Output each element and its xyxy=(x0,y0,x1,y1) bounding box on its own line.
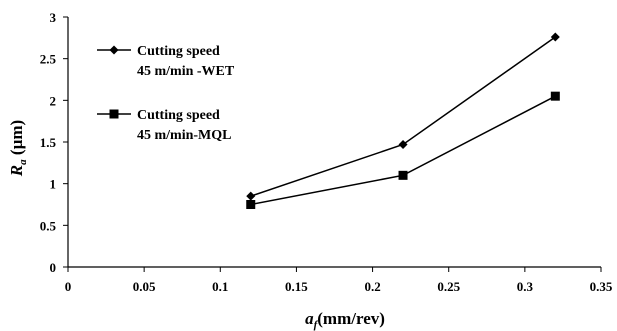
legend-item-2: Cutting speed 45 m/min-MQL xyxy=(97,108,232,143)
series-line xyxy=(250,95,556,206)
x-tick-label: 0.05 xyxy=(133,279,156,294)
legend: Cutting speed 45 m/min -WET Cutting speed 4… xyxy=(97,44,235,143)
data-point xyxy=(550,32,560,42)
data-point xyxy=(246,200,256,209)
x-tick-label: 0 xyxy=(65,279,72,294)
x-tick-label: 0.35 xyxy=(590,279,613,294)
legend-marker xyxy=(109,45,119,55)
x-tick-label: 0.15 xyxy=(285,279,308,294)
legend-label: Cutting speed xyxy=(137,44,220,59)
y-tick-label: 2.5 xyxy=(40,52,57,67)
y-axis-title: Ra (µm) xyxy=(7,120,29,177)
series-2 xyxy=(246,91,560,209)
data-point xyxy=(398,140,408,149)
x-axis-title: af(mm/rev) xyxy=(305,309,385,331)
y-tick-label: 0 xyxy=(50,260,57,275)
legend-item-1: Cutting speed 45 m/min -WET xyxy=(97,44,235,79)
series-1 xyxy=(246,32,560,201)
x-tick-label: 0.1 xyxy=(212,279,228,294)
y-tick-label: 3 xyxy=(50,10,57,25)
legend-label: Cutting speed xyxy=(137,108,220,123)
series-group xyxy=(246,32,560,209)
data-point xyxy=(398,170,408,180)
x-tick-label: 0.2 xyxy=(364,279,380,294)
legend-marker xyxy=(109,109,119,119)
y-tick-label: 1.5 xyxy=(40,135,57,150)
data-point xyxy=(550,91,560,101)
legend-label: 45 m/min-MQL xyxy=(137,128,232,143)
tick-labels: 0 0.05 0.1 0.15 0.2 0.25 0.3 0.35 0 0.5 1 1.5 2 2.5 3 xyxy=(40,10,613,294)
data-point xyxy=(246,191,256,201)
x-tick-label: 0.3 xyxy=(517,279,534,294)
y-tick-label: 0.5 xyxy=(40,218,57,233)
y-tick-label: 2 xyxy=(50,93,57,108)
x-tick-label: 0.25 xyxy=(437,279,460,294)
legend-label: 45 m/min -WET xyxy=(137,64,235,79)
y-tick-label: 1 xyxy=(50,177,57,192)
axes xyxy=(63,16,602,272)
